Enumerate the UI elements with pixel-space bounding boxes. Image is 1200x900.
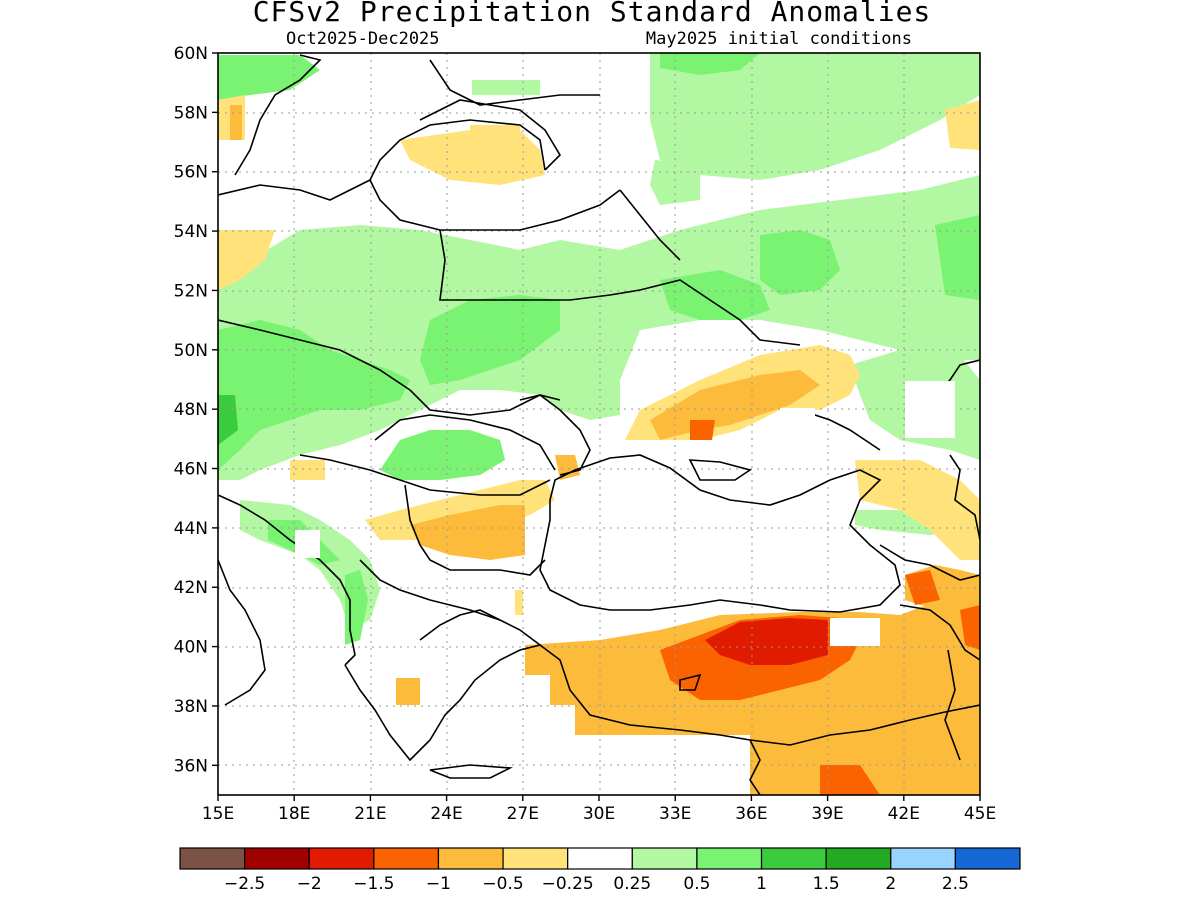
black-sea-coast <box>539 454 901 613</box>
masked-cells <box>295 381 955 646</box>
colorbar-swatch <box>631 847 698 870</box>
colorbar-swatch <box>696 847 763 870</box>
colorbar-swatch <box>308 847 375 870</box>
azov-coast <box>688 459 752 481</box>
colorbar-label: 1.5 <box>813 874 840 894</box>
lon-tick-label: 18E <box>278 804 310 824</box>
colorbar-swatch <box>890 847 956 870</box>
lat-tick-label: 60N <box>174 44 208 64</box>
lat-tick-label: 40N <box>174 638 208 658</box>
lat-tick-label: 50N <box>174 341 208 361</box>
colorbar-label: 2 <box>885 874 896 894</box>
colorbar-swatch <box>502 847 569 870</box>
graticule <box>218 53 980 795</box>
lat-tick-label: 44N <box>174 519 208 539</box>
lon-tick-label: 27E <box>507 804 539 824</box>
colorbar-label: 2.5 <box>942 874 969 894</box>
colorbar-swatch <box>825 847 892 870</box>
colorbar-swatch <box>760 847 827 870</box>
lon-tick-label: 30E <box>583 804 615 824</box>
lat-tick-label: 38N <box>174 697 208 717</box>
lon-tick-label: 42E <box>888 804 920 824</box>
colorbar-label: −2.5 <box>224 874 265 894</box>
lon-tick-label: 24E <box>430 804 462 824</box>
dry-anomaly-severe <box>705 618 828 665</box>
colorbar-label: 0.25 <box>613 874 651 894</box>
latitude-axis: 36N 38N 40N 42N 44N 46N 48N 50N 52N 54N 56N 58N 60N <box>174 44 218 776</box>
coastlines-borders <box>218 54 980 795</box>
baltic-coast <box>218 119 546 201</box>
colorbar-label: −2 <box>297 874 322 894</box>
lon-tick-label: 21E <box>354 804 386 824</box>
aegean-coast <box>344 609 542 762</box>
longitude-axis: 15E 18E 21E 24E 27E 30E 33E 36E 39E 42E 45E <box>202 795 996 824</box>
lat-tick-label: 42N <box>174 578 208 598</box>
page-title: CFSv2 Precipitation Standard Anomalies <box>253 0 932 28</box>
colorbar-swatch <box>244 847 310 870</box>
lat-tick-label: 52N <box>174 281 208 301</box>
lon-tick-label: 39E <box>811 804 843 824</box>
colorbar-label: 1 <box>756 874 767 894</box>
colorbar-label: 0.5 <box>683 874 710 894</box>
colorbar-swatch <box>954 847 1021 870</box>
colorbar-legend: −2.5 −2 −1.5 −1 −0.5 −0.25 0.25 0.5 1 1.5 2 2.5 <box>179 847 1021 894</box>
colorbar-label: −0.5 <box>482 874 523 894</box>
colorbar-label: −0.25 <box>542 874 594 894</box>
colorbar-label: −1.5 <box>353 874 394 894</box>
lon-tick-label: 36E <box>735 804 767 824</box>
subtitle-init: May2025 initial conditions <box>646 29 912 49</box>
lat-tick-label: 46N <box>174 460 208 480</box>
turkey-south-coast <box>539 644 761 795</box>
colorbar-swatch <box>567 847 633 870</box>
colorbar-swatch <box>373 847 440 870</box>
lat-tick-label: 48N <box>174 400 208 420</box>
colorbar-swatch <box>179 847 246 870</box>
lat-tick-label: 36N <box>174 756 208 776</box>
map-area <box>218 53 980 795</box>
lon-tick-label: 15E <box>202 804 234 824</box>
adriatic-coast <box>218 494 356 666</box>
lon-tick-label: 33E <box>659 804 691 824</box>
lat-tick-label: 56N <box>174 163 208 183</box>
lat-tick-label: 54N <box>174 222 208 242</box>
subtitle-period: Oct2025-Dec2025 <box>286 29 440 49</box>
lon-tick-label: 45E <box>964 804 996 824</box>
colorbar-label: −1 <box>426 874 451 894</box>
wet-anomaly-medium <box>218 53 980 645</box>
wet-anomaly-strong <box>218 395 238 445</box>
colorbar-swatch <box>437 847 504 870</box>
lat-tick-label: 58N <box>174 103 208 123</box>
